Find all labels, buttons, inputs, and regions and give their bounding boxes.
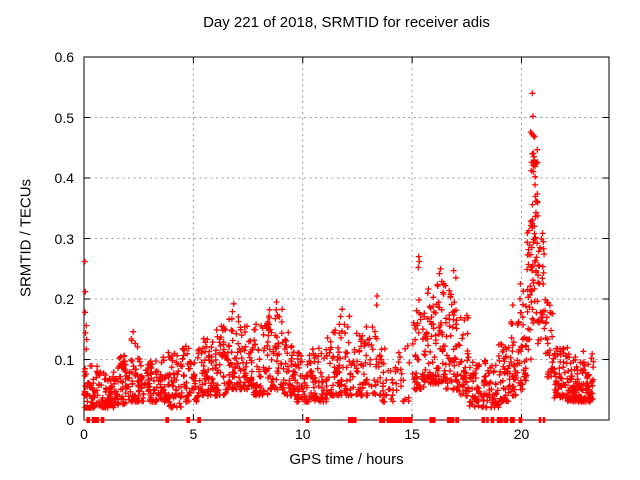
x-axis-label: GPS time / hours xyxy=(289,451,404,468)
y-tick-label: 0 xyxy=(66,412,74,428)
y-tick-label: 0.4 xyxy=(54,170,74,186)
y-tick-label: 0.1 xyxy=(54,351,74,368)
y-tick-label: 0.5 xyxy=(54,109,74,126)
x-tick-label: 5 xyxy=(189,426,198,442)
y-tick-label: 0.3 xyxy=(54,230,74,247)
y-tick-label: 0.2 xyxy=(54,291,74,307)
x-tick-label: 0 xyxy=(80,426,88,442)
x-tick-label: 10 xyxy=(294,426,311,442)
x-tick-label: 15 xyxy=(404,426,420,442)
chart-title: Day 221 of 2018, SRMTID for receiver adi… xyxy=(203,14,490,31)
x-tick-label: 20 xyxy=(513,426,530,442)
y-tick-label: 0.6 xyxy=(54,49,74,65)
